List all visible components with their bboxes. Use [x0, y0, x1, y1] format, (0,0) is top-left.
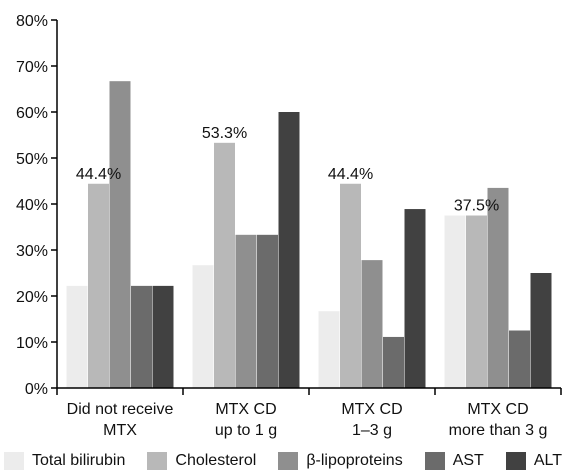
y-tick-label: 80% — [16, 13, 48, 30]
bar — [318, 311, 340, 388]
legend-item: ALT — [505, 451, 562, 470]
x-axis: Did not receive MTX MTX CD up to 1 g MTX CD 1… — [56, 387, 562, 439]
legend-swatch — [505, 451, 526, 470]
legend-swatch — [4, 451, 24, 470]
bar — [66, 285, 88, 388]
legend-label: Cholesterol — [175, 451, 257, 469]
bar — [487, 187, 509, 388]
bar — [257, 234, 278, 388]
bar — [530, 273, 552, 388]
bars — [66, 81, 552, 389]
x-category-label: 1–3 g — [352, 422, 392, 439]
data-label: 37.5% — [454, 198, 499, 215]
bar — [404, 209, 426, 388]
legend-swatch — [424, 451, 445, 470]
legend-item: β-lipoproteins — [278, 451, 403, 470]
bar — [152, 285, 174, 388]
x-category-label: MTX CD — [467, 401, 528, 418]
legend-swatch — [278, 451, 299, 470]
bar — [383, 336, 404, 388]
legend-label: Total bilirubin — [32, 451, 126, 469]
bar — [466, 215, 487, 388]
legend-swatch — [147, 451, 168, 470]
bar — [109, 81, 131, 389]
bar — [278, 112, 300, 388]
data-label: 44.4% — [328, 166, 373, 183]
y-tick-label: 0% — [25, 381, 48, 398]
bar — [361, 260, 383, 388]
y-tick-label: 20% — [16, 289, 48, 306]
legend-label: ALT — [533, 451, 562, 469]
bar — [444, 215, 466, 388]
x-category-label: MTX CD — [341, 401, 402, 418]
y-tick-label: 10% — [16, 335, 48, 352]
legend: Total bilirubin Cholesterol β-lipoproteins… — [4, 449, 571, 472]
y-axis: 0% 10% 20% 30% 40% 50% 60% 70% 80% — [16, 13, 58, 398]
legend-item: Total bilirubin — [4, 451, 126, 470]
x-category-label: MTX CD — [215, 401, 276, 418]
bar — [88, 183, 109, 388]
legend-label: AST — [452, 451, 484, 469]
y-tick-label: 50% — [16, 151, 48, 168]
bar — [509, 330, 530, 388]
x-category-label: more than 3 g — [449, 422, 548, 439]
x-category-label: Did not receive — [67, 401, 174, 418]
y-tick-label: 30% — [16, 243, 48, 260]
bar — [131, 285, 152, 388]
data-label: 44.4% — [76, 166, 121, 183]
y-tick-label: 70% — [16, 59, 48, 76]
y-tick-label: 40% — [16, 197, 48, 214]
legend-item: Cholesterol — [147, 451, 257, 470]
x-category-label: MTX — [103, 422, 137, 439]
legend-label: β-lipoproteins — [306, 451, 403, 469]
data-labels: 44.4% 53.3% 44.4% 37.5% — [76, 125, 499, 215]
legend-item: AST — [424, 451, 484, 470]
bar — [192, 265, 214, 388]
y-tick-label: 60% — [16, 105, 48, 122]
data-label: 53.3% — [202, 125, 247, 142]
x-category-label: up to 1 g — [215, 422, 277, 439]
bar — [235, 234, 257, 388]
bar — [340, 183, 361, 388]
bar — [214, 142, 235, 388]
